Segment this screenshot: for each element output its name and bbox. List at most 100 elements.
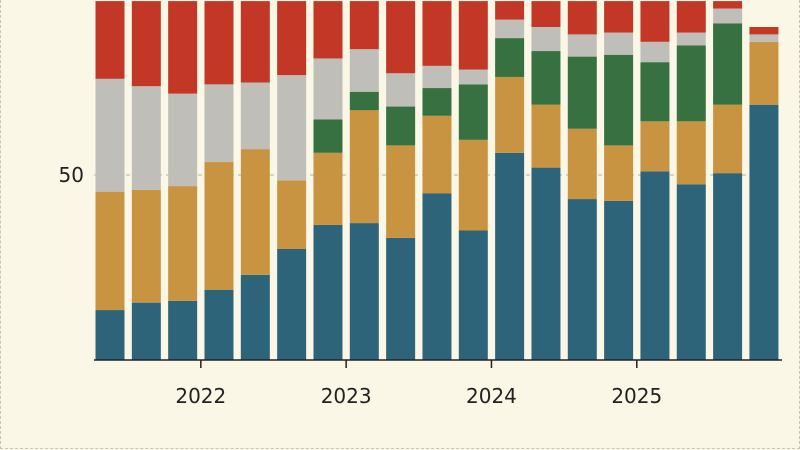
bar-segment <box>277 1 307 76</box>
bar-segment <box>131 1 161 87</box>
bar-segment <box>713 23 743 105</box>
bar-segment <box>567 128 597 200</box>
bar-stack <box>749 27 779 360</box>
bar-segment <box>749 34 779 42</box>
bar-segment <box>422 88 452 116</box>
bar-segment <box>676 45 706 122</box>
bar-segment <box>277 75 307 181</box>
bar-segment <box>676 184 706 360</box>
bar-segment <box>749 104 779 360</box>
x-tick-label: 2022 <box>175 384 226 408</box>
bar-segment <box>458 84 488 140</box>
bar-segment <box>676 121 706 185</box>
bar-segment <box>95 78 125 192</box>
bar-segment <box>531 1 561 27</box>
x-tick-label: 2023 <box>321 384 372 408</box>
bar-segment <box>749 41 779 105</box>
bar-segment <box>386 1 416 74</box>
bar-segment <box>95 1 125 79</box>
bar-segment <box>240 274 270 360</box>
bar-segment <box>676 1 706 33</box>
bar-segment <box>495 19 525 39</box>
x-tick-label: 2025 <box>611 384 662 408</box>
bar-segment <box>422 193 452 360</box>
bar-segment <box>604 145 634 201</box>
bar-stack <box>676 1 706 360</box>
bar-segment <box>713 104 743 174</box>
bar-segment <box>131 86 161 190</box>
bar-stack <box>567 1 597 360</box>
bar-stack <box>458 1 488 360</box>
bar-segment <box>168 93 198 187</box>
bar-segment <box>349 49 379 92</box>
bar-segment <box>713 1 743 9</box>
bar-stack <box>95 1 125 360</box>
bar-segment <box>386 106 416 146</box>
bar-segment <box>422 1 452 66</box>
bar-segment <box>313 152 343 225</box>
bar-stack <box>640 1 670 360</box>
y-tick-label: 50 <box>59 163 84 187</box>
bar-segment <box>168 1 198 94</box>
bar-segment <box>349 91 379 111</box>
bar-segment <box>422 115 452 194</box>
bar-segment <box>313 119 343 153</box>
bar-segment <box>713 8 743 24</box>
bar-segment <box>531 104 561 168</box>
bar-segment <box>640 171 670 360</box>
bar-stack <box>240 1 270 360</box>
bar-stack <box>204 1 234 360</box>
x-tick-label: 2024 <box>466 384 517 408</box>
bar-segment <box>640 41 670 63</box>
bar-segment <box>349 110 379 224</box>
bar-segment <box>313 224 343 360</box>
bar-segment <box>204 1 234 85</box>
bar-segment <box>604 1 634 33</box>
bar-segment <box>713 173 743 360</box>
bar-segment <box>604 32 634 55</box>
bar-segment <box>277 180 307 249</box>
bar-segment <box>458 1 488 70</box>
bar-segment <box>386 73 416 107</box>
bar-stack <box>495 1 525 360</box>
bar-segment <box>204 289 234 360</box>
bar-segment <box>95 310 125 360</box>
bar-segment <box>567 1 597 35</box>
bar-segment <box>386 237 416 360</box>
bar-segment <box>640 1 670 42</box>
bar-segment <box>386 145 416 238</box>
bar-segment <box>458 230 488 360</box>
bar-segment <box>95 191 125 311</box>
bar-segment <box>495 76 525 153</box>
bar-segment <box>567 34 597 57</box>
bar-stacks <box>95 1 779 360</box>
bar-stack <box>349 1 379 360</box>
bar-segment <box>458 139 488 231</box>
bar-segment <box>168 300 198 360</box>
bar-segment <box>458 69 488 85</box>
bar-segment <box>495 1 525 20</box>
bar-segment <box>313 1 343 59</box>
bar-segment <box>640 62 670 122</box>
bar-stack <box>131 1 161 360</box>
bar-stack <box>422 1 452 360</box>
bar-segment <box>204 162 234 290</box>
bar-segment <box>131 189 161 303</box>
bar-segment <box>422 65 452 89</box>
bar-segment <box>277 249 307 360</box>
bar-stack <box>713 1 743 360</box>
bar-segment <box>240 149 270 275</box>
bar-segment <box>240 82 270 150</box>
bar-segment <box>495 152 525 360</box>
bar-stack <box>531 1 561 360</box>
bar-segment <box>604 54 634 146</box>
bar-segment <box>567 199 597 360</box>
bar-segment <box>349 223 379 360</box>
bar-segment <box>313 58 343 120</box>
bar-segment <box>676 32 706 46</box>
bar-segment <box>604 200 634 360</box>
bar-segment <box>240 1 270 83</box>
bar-segment <box>531 167 561 360</box>
bar-segment <box>640 121 670 172</box>
